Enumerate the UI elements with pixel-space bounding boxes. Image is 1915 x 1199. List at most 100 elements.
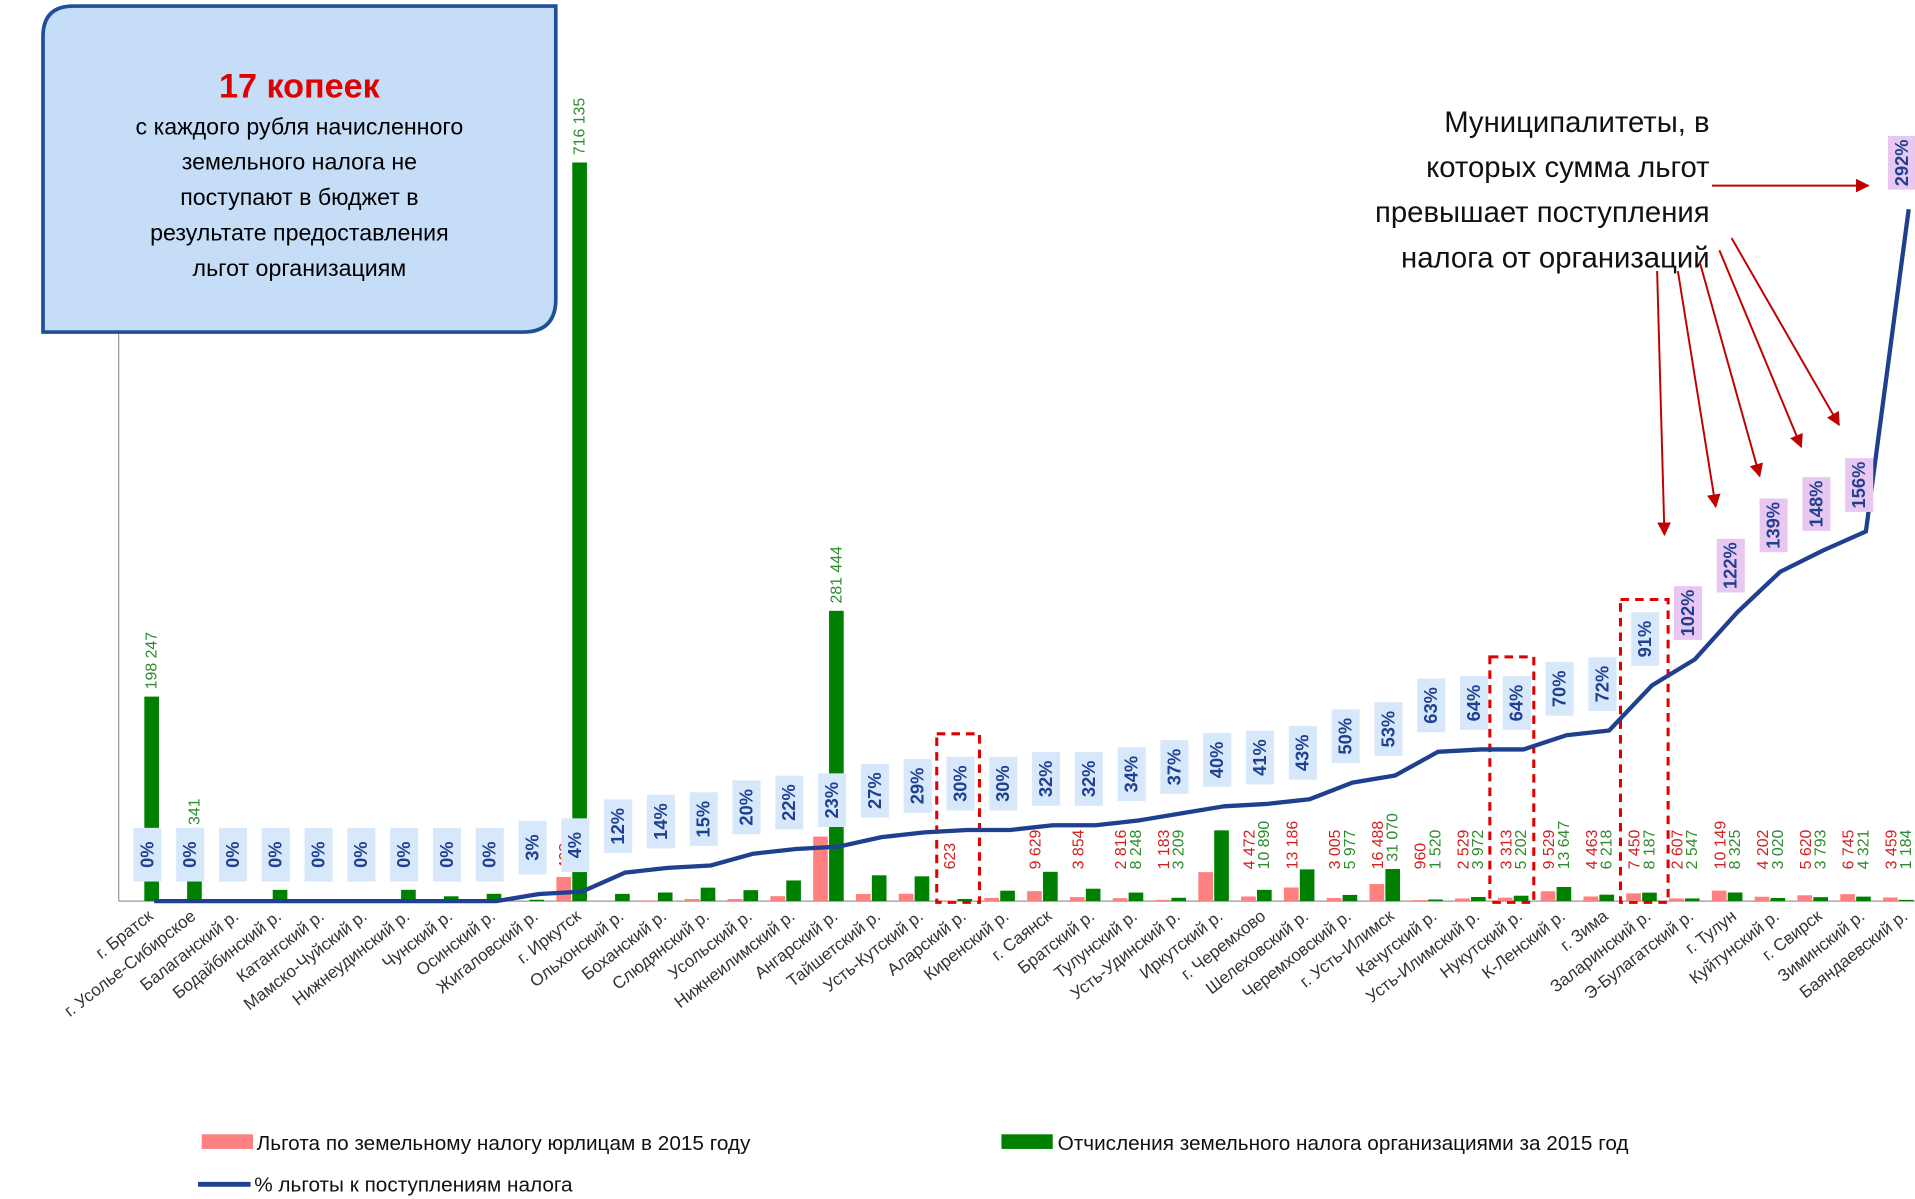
- percent-label: 70%: [1549, 671, 1570, 708]
- annotation-line: превышает поступления: [1375, 196, 1710, 229]
- percent-label-box: [604, 799, 633, 854]
- percent-label: 34%: [1121, 756, 1142, 793]
- note-line: поступают в бюджет в: [180, 184, 418, 210]
- percent-label: 0%: [393, 841, 414, 867]
- value-label: 4 463: [1584, 829, 1601, 869]
- note-line: земельного налога не: [182, 149, 417, 175]
- payment-bar: [1898, 899, 1914, 902]
- payment-bar: [1385, 869, 1401, 902]
- benefit-bar: [1369, 884, 1385, 902]
- note-line: результате предоставления: [150, 220, 449, 246]
- payment-bar: [700, 887, 716, 902]
- percent-label: 0%: [436, 841, 457, 867]
- value-label: 281 444: [828, 546, 845, 604]
- value-label: 1 183: [1156, 829, 1173, 869]
- benefit-bar: [556, 876, 572, 902]
- percent-label: 15%: [693, 801, 714, 838]
- value-label: 5 977: [1342, 829, 1359, 869]
- value-label: 13 647: [1556, 821, 1573, 870]
- payment-bar: [1299, 869, 1315, 902]
- payment-bar: [443, 896, 459, 902]
- percent-label-box: [1716, 538, 1745, 593]
- percent-label-box: [1417, 678, 1446, 733]
- payment-bar: [401, 889, 416, 902]
- value-label: 3 854: [1070, 829, 1087, 869]
- percent-label-box: [1374, 702, 1403, 756]
- value-label: 6 745: [1841, 829, 1858, 869]
- value-label: 10 149: [1712, 821, 1729, 870]
- benefit-bar: [1241, 896, 1256, 902]
- benefit-bar: [1027, 891, 1042, 902]
- benefit-bar: [1840, 894, 1855, 902]
- payment-bar: [529, 899, 545, 902]
- benefit-bar: [1540, 891, 1556, 902]
- percent-label-box: [1246, 730, 1275, 785]
- percent-label-box: [1203, 733, 1232, 787]
- percent-label-box: [1032, 752, 1061, 806]
- percent-label: 0%: [479, 841, 500, 867]
- value-label: 8 325: [1727, 829, 1744, 869]
- percent-label-box: [1588, 657, 1617, 711]
- value-label: 31 070: [1385, 813, 1402, 862]
- value-label: 16 488: [1370, 821, 1387, 870]
- percent-label-box: [1331, 709, 1360, 764]
- percent-label: 32%: [1035, 761, 1056, 798]
- percent-label-box: [1759, 498, 1788, 553]
- benefit-bar: [641, 900, 657, 902]
- benefit-bar: [1711, 890, 1727, 902]
- value-label: 10 890: [1256, 821, 1273, 870]
- percent-label: 14%: [650, 803, 671, 840]
- percent-label: 0%: [136, 841, 157, 867]
- value-label: 1 184: [1898, 829, 1915, 869]
- value-label: 2 547: [1684, 829, 1701, 869]
- benefit-bar: [941, 900, 957, 902]
- percent-label: 91%: [1634, 621, 1655, 658]
- benefit-bar: [1455, 898, 1470, 902]
- value-label: 8 248: [1128, 829, 1145, 869]
- payment-bar: [1171, 897, 1187, 902]
- percent-label-box: [432, 827, 461, 882]
- percent-label: 50%: [1335, 718, 1356, 755]
- benefit-bar: [1326, 897, 1342, 902]
- benefit-bar: [770, 896, 786, 902]
- percent-label-box: [732, 780, 761, 835]
- legend-swatch: [1001, 1134, 1053, 1149]
- value-label: 3 972: [1470, 829, 1487, 869]
- legend-label: % льготы к поступлениям налога: [254, 1174, 573, 1197]
- percent-label-box: [1074, 752, 1103, 806]
- percent-label: 139%: [1762, 502, 1783, 549]
- legend-swatch: [201, 1134, 253, 1149]
- benefit-bar: [1198, 872, 1213, 902]
- percent-label-box: [133, 827, 162, 882]
- payment-bar: [1727, 892, 1743, 902]
- percent-label-box: [775, 775, 804, 830]
- benefit-bar: [1797, 895, 1813, 902]
- payment-bar: [1128, 892, 1144, 902]
- value-label: 3 793: [1813, 829, 1830, 869]
- percent-label-box: [518, 820, 547, 875]
- payment-bar: [1770, 897, 1786, 902]
- legend-label: Льгота по земельному налогу юрлицам в 20…: [257, 1132, 751, 1155]
- percent-label-box: [176, 827, 205, 882]
- payment-bar: [1642, 892, 1657, 902]
- percent-label-box: [1802, 477, 1831, 531]
- percent-label-box: [1631, 612, 1660, 666]
- arrow: [1676, 270, 1721, 509]
- benefit-bar: [1412, 900, 1427, 902]
- percent-label: 4%: [564, 832, 585, 858]
- payment-bar: [615, 893, 630, 902]
- percent-label: 64%: [1506, 685, 1527, 722]
- note-box: [41, 4, 558, 334]
- percent-label-box: [390, 827, 419, 882]
- value-label: 3 020: [1770, 829, 1787, 869]
- payment-bar: [657, 892, 673, 902]
- value-label: 5 202: [1513, 829, 1530, 869]
- payment-bar: [871, 875, 887, 902]
- arrow: [1698, 262, 1763, 478]
- payment-bar: [743, 890, 759, 902]
- percent-label-box: [1887, 135, 1915, 190]
- percent-label-box: [218, 827, 248, 882]
- payment-bar: [957, 898, 973, 902]
- percent-label-box: [1117, 747, 1146, 801]
- value-label: 2 529: [1456, 829, 1473, 869]
